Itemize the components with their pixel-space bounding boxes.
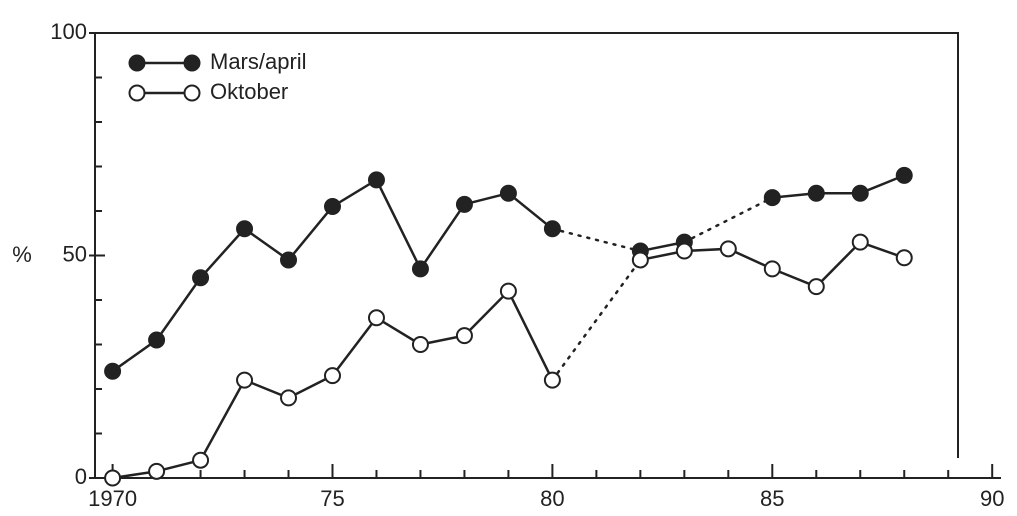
point xyxy=(543,220,561,238)
x-tick-label: 1970 xyxy=(88,486,137,511)
point xyxy=(807,184,825,202)
x-tick-label: 80 xyxy=(540,486,564,511)
point xyxy=(323,198,341,216)
point xyxy=(499,282,517,300)
x-tick-label: 85 xyxy=(760,486,784,511)
point xyxy=(499,184,517,202)
point xyxy=(851,233,869,251)
y-tick-label: 0 xyxy=(75,464,87,489)
gap-bridge xyxy=(683,196,774,244)
point xyxy=(763,260,781,278)
point xyxy=(631,251,649,269)
point xyxy=(455,195,473,213)
x-tick-label: 75 xyxy=(320,486,344,511)
point xyxy=(543,371,561,389)
point xyxy=(104,469,122,487)
point xyxy=(763,189,781,207)
legend-marker xyxy=(128,84,146,102)
y-axis-label: % xyxy=(12,242,32,267)
point xyxy=(719,240,737,258)
y-tick-label: 50 xyxy=(63,241,87,266)
point xyxy=(280,251,298,269)
legend-marker xyxy=(183,54,201,72)
point xyxy=(411,336,429,353)
point xyxy=(236,220,254,238)
point xyxy=(367,171,385,189)
point xyxy=(148,331,166,349)
point xyxy=(192,451,210,469)
series-line xyxy=(112,240,905,480)
point xyxy=(851,184,869,202)
point xyxy=(236,371,254,389)
legend-marker xyxy=(183,84,201,102)
point xyxy=(675,242,693,260)
point xyxy=(104,362,122,380)
point xyxy=(895,166,913,184)
y-tick-label: 100 xyxy=(50,19,87,44)
point xyxy=(280,389,298,407)
legend-label: Mars/april xyxy=(210,49,307,74)
x-tick-label: 90 xyxy=(980,486,1004,511)
legend-label: Oktober xyxy=(210,79,288,104)
point xyxy=(455,327,473,345)
gap-bridge xyxy=(551,258,642,382)
gap-bridge xyxy=(551,227,642,253)
point xyxy=(367,309,385,327)
point xyxy=(323,367,341,385)
legend-marker xyxy=(128,54,146,72)
point xyxy=(148,462,166,480)
point xyxy=(895,249,913,267)
point xyxy=(192,269,210,287)
point xyxy=(411,260,429,278)
point xyxy=(807,278,825,296)
